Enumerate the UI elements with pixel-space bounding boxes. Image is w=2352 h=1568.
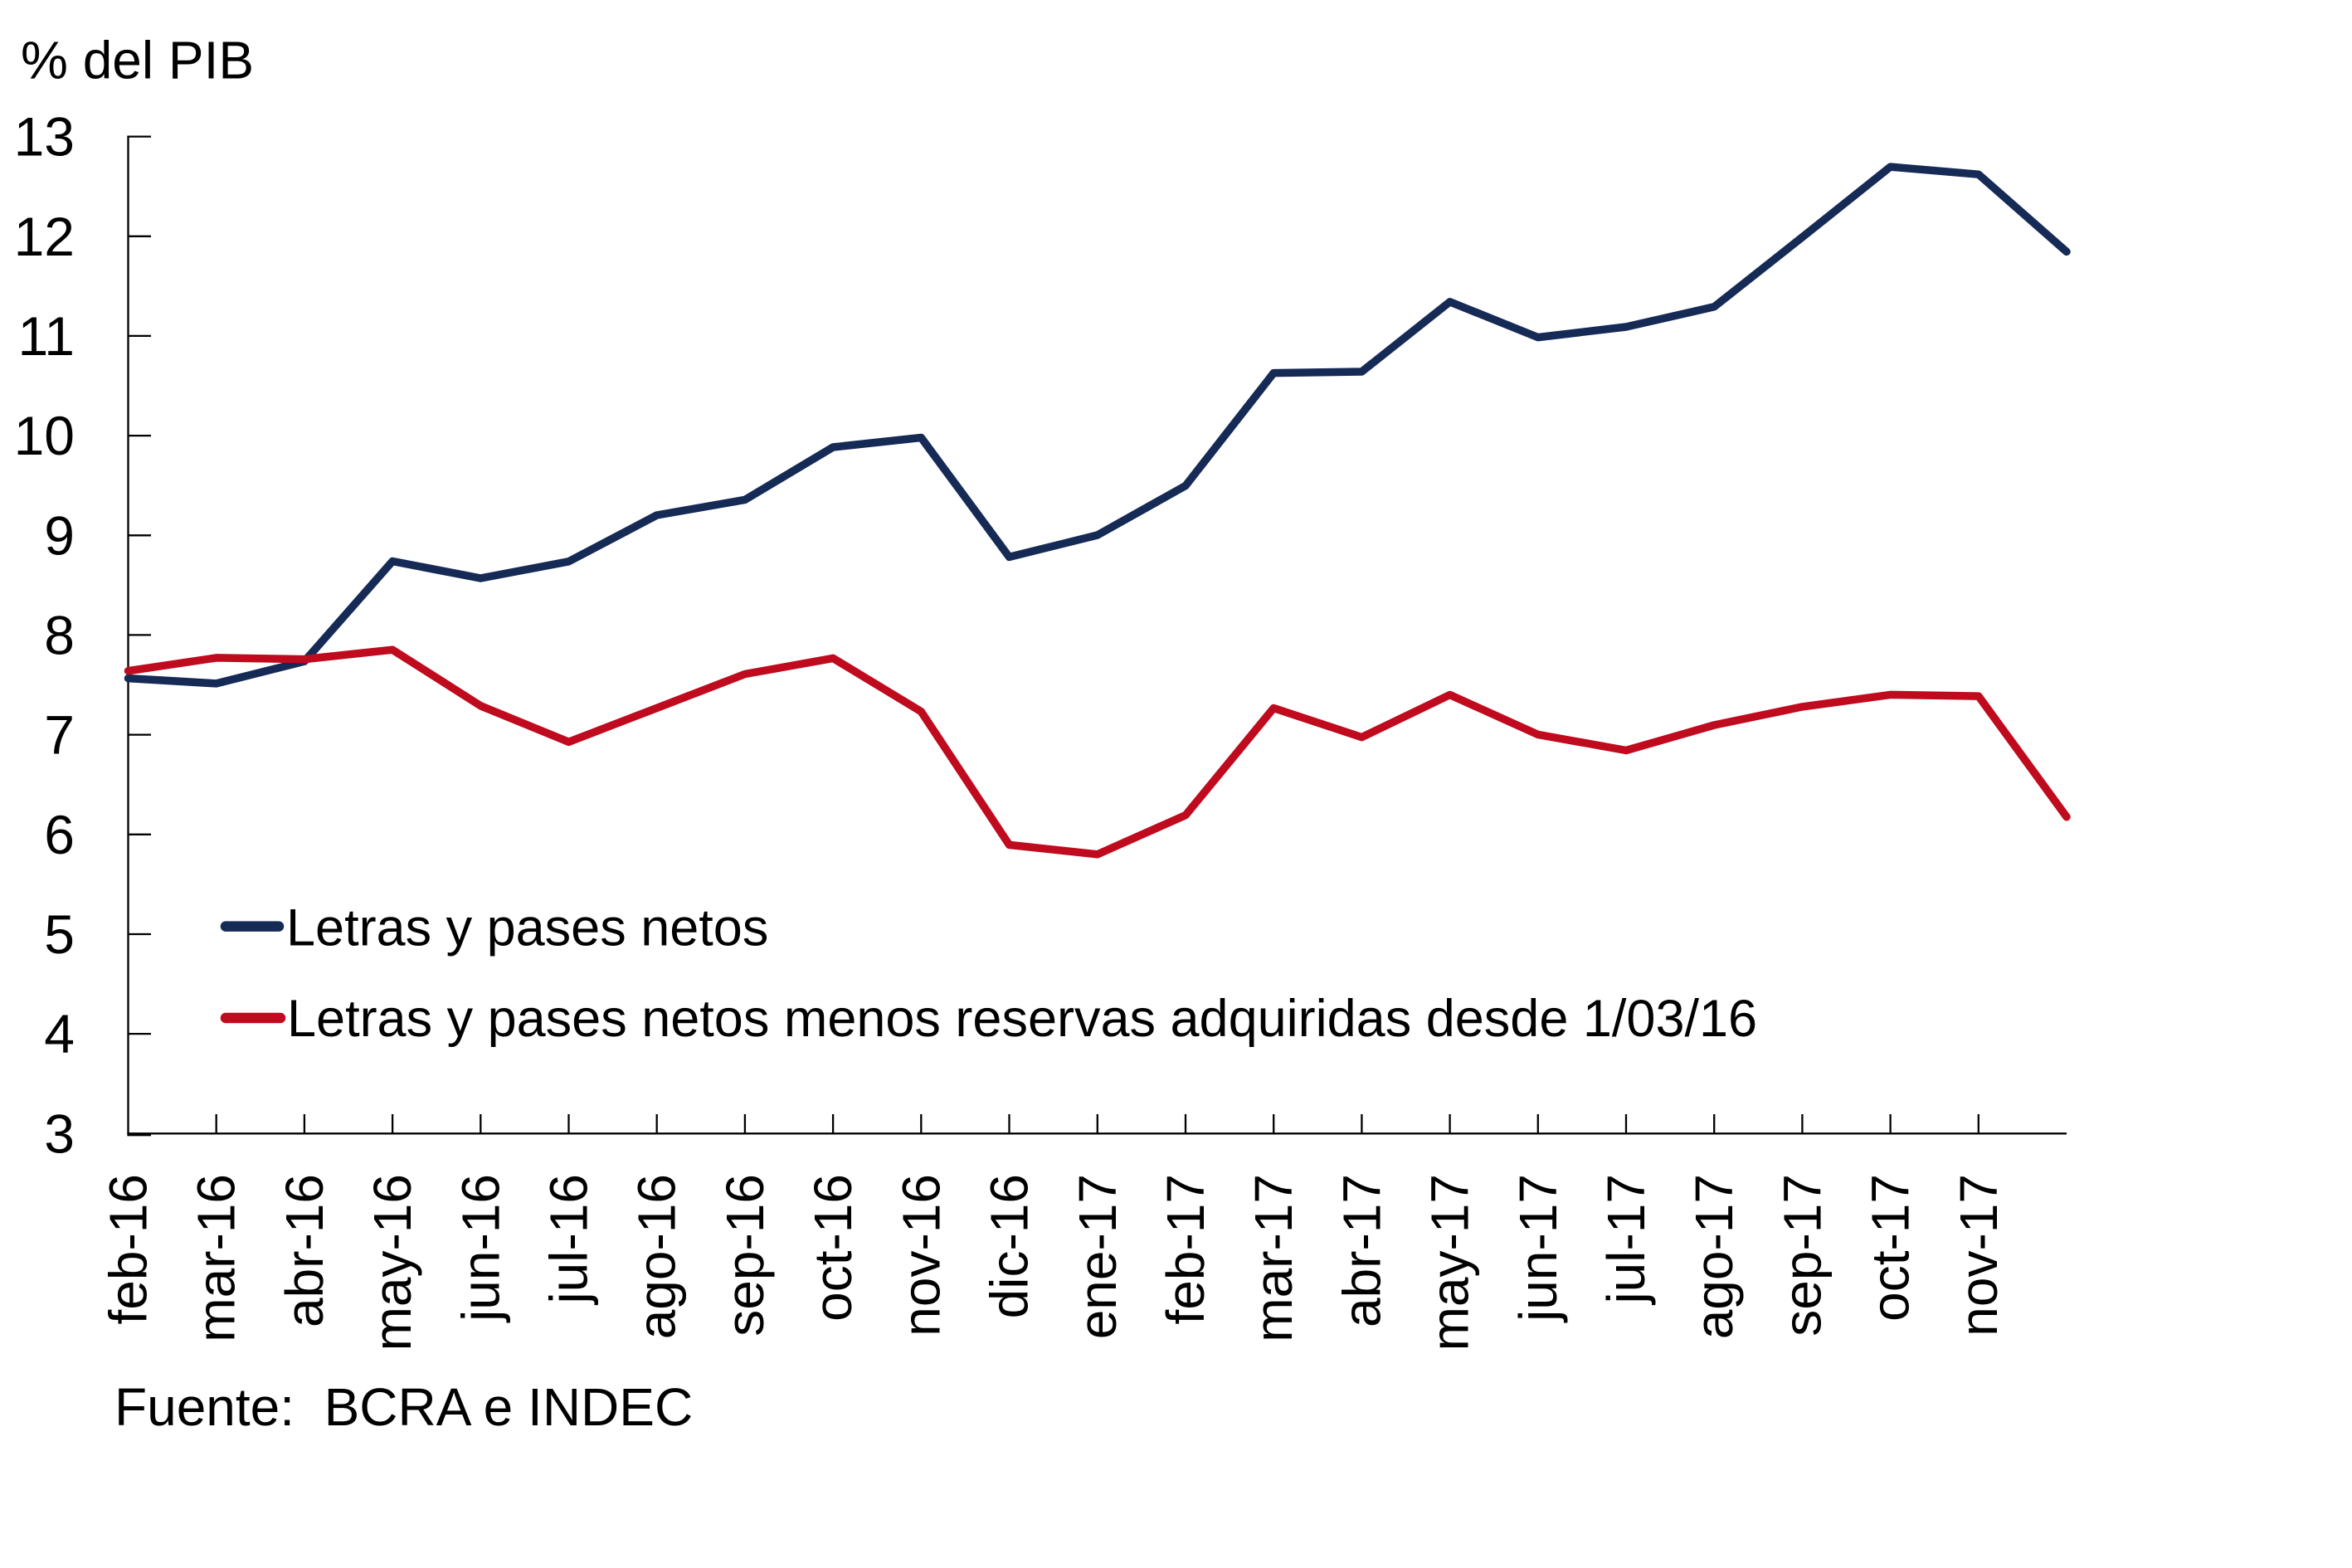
svg-text:13: 13 — [14, 106, 75, 168]
svg-text:jun-16: jun-16 — [450, 1174, 510, 1323]
svg-text:3: 3 — [44, 1103, 75, 1164]
svg-text:mar-17: mar-17 — [1244, 1174, 1303, 1342]
svg-text:ene-17: ene-17 — [1068, 1174, 1127, 1339]
svg-text:abr-16: abr-16 — [275, 1174, 334, 1327]
svg-text:jul-17: jul-17 — [1596, 1174, 1656, 1306]
svg-text:4: 4 — [44, 1003, 75, 1064]
svg-text:jun-17: jun-17 — [1508, 1174, 1568, 1323]
svg-text:6: 6 — [44, 804, 75, 865]
svg-text:jul-16: jul-16 — [539, 1174, 599, 1306]
svg-text:dic-16: dic-16 — [980, 1174, 1040, 1318]
svg-text:mar-16: mar-16 — [187, 1174, 246, 1342]
svg-text:8: 8 — [44, 604, 75, 665]
svg-text:abr-17: abr-17 — [1332, 1174, 1391, 1327]
svg-text:feb-16: feb-16 — [99, 1174, 158, 1324]
svg-text:Letras y pases netos menos res: Letras y pases netos menos reservas adqu… — [287, 990, 1757, 1048]
svg-text:oct-17: oct-17 — [1861, 1174, 1921, 1322]
svg-text:may-16: may-16 — [363, 1174, 422, 1351]
svg-text:Fuente: BCRA e INDEC: Fuente: BCRA e INDEC — [114, 1377, 693, 1437]
svg-text:ago-16: ago-16 — [627, 1174, 687, 1339]
svg-text:5: 5 — [44, 903, 75, 965]
svg-text:7: 7 — [44, 704, 75, 766]
svg-text:9: 9 — [44, 504, 75, 566]
svg-text:nov-16: nov-16 — [891, 1174, 951, 1337]
svg-text:feb-17: feb-17 — [1156, 1174, 1215, 1324]
svg-text:oct-16: oct-16 — [803, 1174, 863, 1322]
svg-text:12: 12 — [14, 206, 75, 267]
svg-text:10: 10 — [14, 405, 75, 466]
svg-text:may-17: may-17 — [1420, 1174, 1480, 1351]
svg-text:nov-17: nov-17 — [1949, 1174, 2009, 1337]
svg-text:sep-17: sep-17 — [1772, 1174, 1832, 1337]
svg-text:% del PIB: % del PIB — [21, 31, 254, 90]
svg-text:sep-16: sep-16 — [715, 1174, 775, 1337]
svg-text:ago-17: ago-17 — [1684, 1174, 1744, 1339]
svg-text:Letras y pases netos: Letras y pases netos — [286, 899, 768, 957]
svg-text:11: 11 — [17, 305, 75, 367]
